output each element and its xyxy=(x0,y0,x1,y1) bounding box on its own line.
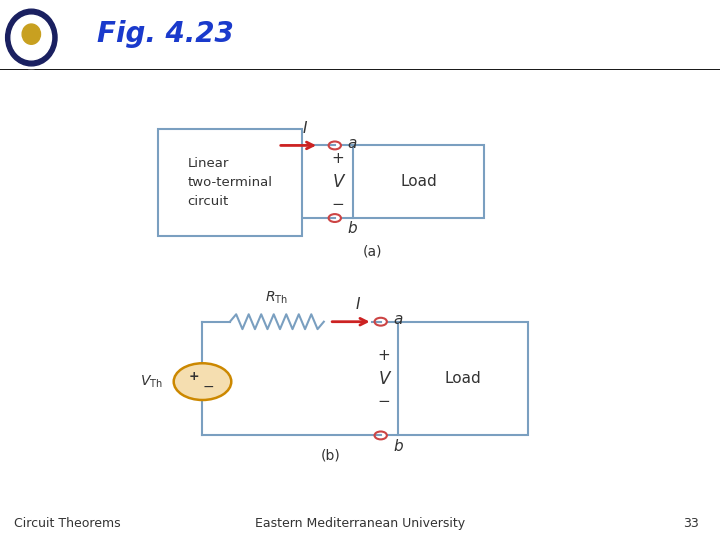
Text: (a): (a) xyxy=(362,245,382,259)
Circle shape xyxy=(22,24,40,44)
Bar xyxy=(354,145,484,218)
Text: V: V xyxy=(379,369,390,388)
Circle shape xyxy=(174,363,231,400)
Text: b: b xyxy=(393,439,402,454)
Text: +: + xyxy=(378,348,390,363)
Text: V: V xyxy=(333,173,344,191)
Text: Load: Load xyxy=(444,371,482,386)
Text: Eastern Mediterranean University: Eastern Mediterranean University xyxy=(255,517,465,530)
Text: (b): (b) xyxy=(321,448,341,462)
Text: +: + xyxy=(332,152,345,166)
Text: I: I xyxy=(356,297,360,312)
Text: Fig. 4.23: Fig. 4.23 xyxy=(97,19,234,48)
Text: a: a xyxy=(393,313,402,327)
Text: Linear
two-terminal
circuit: Linear two-terminal circuit xyxy=(187,157,272,208)
Text: b: b xyxy=(347,221,356,237)
Text: −: − xyxy=(378,394,390,409)
Bar xyxy=(398,322,528,435)
Text: a: a xyxy=(347,136,356,151)
Text: 33: 33 xyxy=(683,517,698,530)
Text: +: + xyxy=(189,370,199,383)
Text: $V_{\mathregular{Th}}$: $V_{\mathregular{Th}}$ xyxy=(140,374,163,390)
Text: $R_{\mathregular{Th}}$: $R_{\mathregular{Th}}$ xyxy=(266,290,288,306)
Bar xyxy=(158,129,302,237)
Circle shape xyxy=(6,9,57,66)
Text: −: − xyxy=(202,380,214,394)
Text: Load: Load xyxy=(400,174,437,189)
Text: I: I xyxy=(303,121,307,136)
Circle shape xyxy=(3,6,60,69)
Text: −: − xyxy=(332,197,345,212)
Text: Circuit Theorems: Circuit Theorems xyxy=(14,517,121,530)
Circle shape xyxy=(11,15,52,60)
